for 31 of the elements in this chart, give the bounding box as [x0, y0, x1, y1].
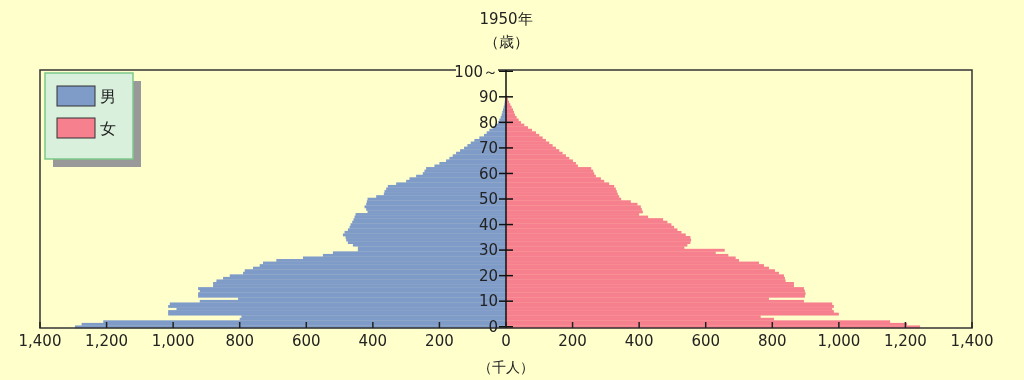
x-tick-label: 200	[425, 332, 454, 350]
y-tick-label: 80	[478, 113, 498, 132]
y-tick-label: 10	[478, 292, 498, 311]
x-tick-label: 800	[757, 332, 787, 350]
y-tick-label: 60	[478, 164, 498, 183]
y-tick-label: 70	[478, 139, 498, 158]
x-tick-label: 200	[558, 332, 587, 350]
y-tick-label: 100～	[454, 62, 498, 81]
y-tick-label: 90	[478, 88, 498, 107]
x-tick-label: 1,000	[151, 332, 195, 350]
legend-label: 男	[100, 86, 116, 106]
x-tick-label: 400	[358, 332, 388, 350]
y-tick-label: 30	[478, 241, 498, 260]
x-tick-label: 1,200	[883, 332, 927, 350]
chart-title: 1950年	[479, 10, 533, 28]
x-tick-label: 600	[691, 332, 721, 350]
x-tick-label: 1,200	[85, 332, 129, 350]
x-tick-label: 400	[624, 332, 654, 350]
x-tick-label: 800	[225, 332, 255, 350]
legend-label: 女	[100, 118, 116, 138]
x-tick-label: 1,400	[950, 332, 994, 350]
y-tick-label: 40	[478, 215, 498, 234]
y-tick-label: 50	[478, 190, 498, 209]
x-tick-label: 1,400	[18, 332, 62, 350]
y-tick-label: 0	[488, 317, 498, 336]
x-tick-label: 600	[291, 332, 321, 350]
y-axis-title: （歳）	[483, 33, 529, 51]
x-axis-title: （千人）	[478, 359, 534, 375]
x-tick-label: 0	[501, 332, 511, 350]
x-tick-label: 1,000	[817, 332, 861, 350]
y-tick-label: 20	[478, 266, 498, 285]
